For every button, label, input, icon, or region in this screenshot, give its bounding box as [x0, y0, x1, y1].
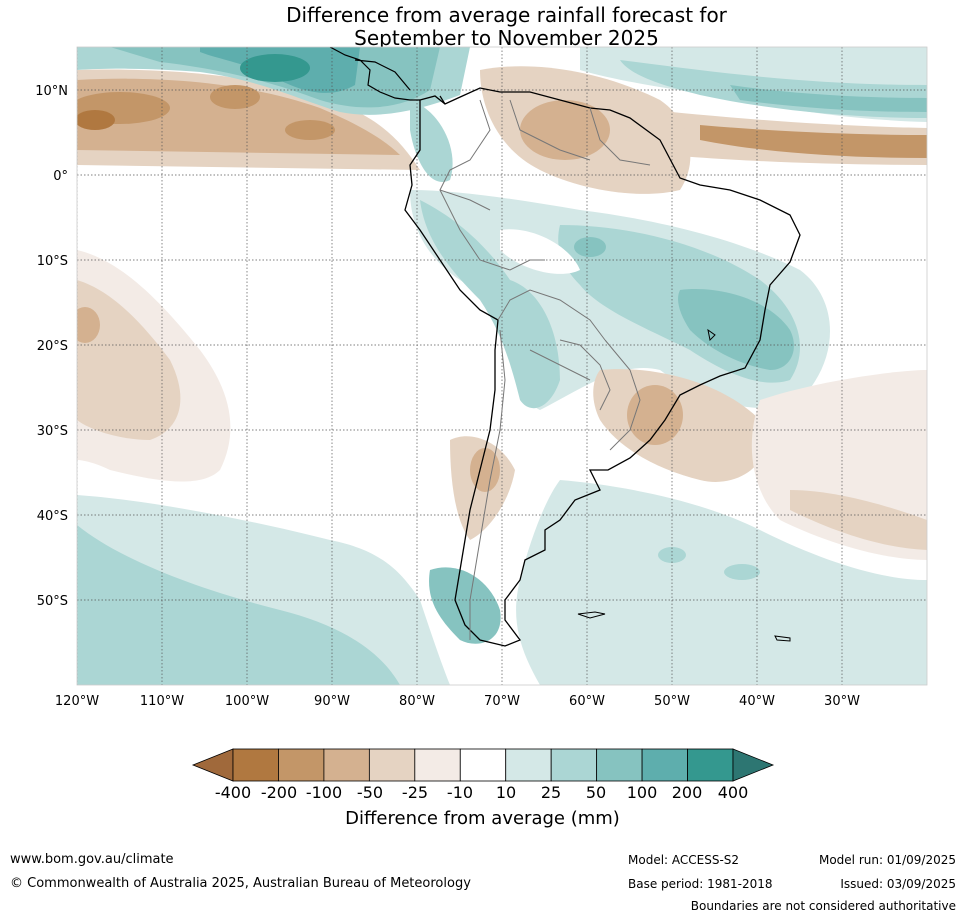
lon-label: 70°W: [484, 694, 520, 709]
wet-sa-patch-2: [724, 564, 760, 580]
lon-label: 100°W: [225, 694, 269, 709]
lon-label: 110°W: [140, 694, 184, 709]
colorbar-arrow-left: [191, 748, 234, 782]
colorbar-tick: 25: [541, 783, 561, 802]
colorbar-swatch: [414, 748, 461, 782]
south-america-coastline: [404, 87, 801, 647]
lon-label: 50°W: [654, 694, 690, 709]
lon-label: 30°W: [824, 694, 860, 709]
footer-copyright: © Commonwealth of Australia 2025, Austra…: [10, 876, 471, 891]
islands: [577, 328, 791, 642]
colorbar-tick: 100: [627, 783, 658, 802]
colorbar-tick: 10: [496, 783, 516, 802]
colorbar-swatch: [278, 748, 325, 782]
dry-band-atlantic-2: [700, 125, 927, 158]
colorbar-swatch: [232, 748, 279, 782]
colorbar-tick: 400: [718, 783, 749, 802]
longitude-labels: 120°W 110°W 100°W 90°W 80°W 70°W 60°W 50…: [55, 694, 860, 709]
wet-brazil-4: [574, 237, 606, 257]
map-frame: [76, 46, 928, 686]
footer-disclaimer: Boundaries are not considered authoritat…: [690, 899, 956, 913]
colorbar-tick: 50: [586, 783, 606, 802]
lat-label: 30°S: [37, 424, 68, 439]
lat-label: 10°S: [37, 254, 68, 269]
latitude-labels: 10°N 0° 10°S 20°S 30°S 40°S 50°S: [35, 84, 68, 609]
colorbar-tick: -400: [215, 783, 251, 802]
map-title-line2: September to November 2025: [354, 26, 659, 50]
colorbar-title: Difference from average (mm): [345, 808, 620, 829]
anomaly-field: [77, 47, 927, 685]
wet-patagonia: [429, 567, 501, 644]
colorbar-swatch: [459, 748, 507, 782]
footer-model: Model: ACCESS-S2: [628, 853, 740, 867]
footer-base-period: Base period: 1981-2018: [628, 877, 773, 891]
dry-south-pacific-2: [77, 280, 181, 440]
wet-band-atlantic-3: [730, 85, 927, 112]
footer-model-run: Model run: 01/09/2025: [818, 853, 956, 867]
lat-label: 0°: [53, 169, 68, 184]
colorbar-swatch: [687, 748, 734, 782]
lat-label: 20°S: [37, 339, 68, 354]
central-america-coastline: [329, 47, 446, 105]
lat-label: 10°N: [35, 84, 68, 99]
colorbar-tick: 200: [672, 783, 703, 802]
lon-label: 60°W: [569, 694, 605, 709]
lat-label: 50°S: [37, 594, 68, 609]
map-title: Difference from average rainfall forecas…: [0, 4, 965, 50]
wet-core-north: [240, 54, 310, 82]
dry-brazil-interior: [500, 229, 580, 274]
dry-patch-4: [77, 110, 115, 130]
colorbar-swatch: [505, 748, 552, 782]
wet-southern-atlantic: [516, 480, 927, 685]
colorbar-swatch: [368, 748, 416, 782]
dry-nsa-core: [520, 100, 610, 160]
lon-label: 80°W: [399, 694, 435, 709]
colorbar-ticks: -400 -200 -100 -50 -25 -10 10 25 50 100 …: [215, 783, 748, 802]
wet-colombia: [410, 100, 453, 182]
footer-url: www.bom.gov.au/climate: [10, 852, 174, 867]
country-borders: [439, 99, 651, 640]
colorbar-tick: -100: [306, 783, 342, 802]
colorbar-tick: -200: [261, 783, 297, 802]
map-title-line1: Difference from average rainfall forecas…: [286, 3, 727, 27]
footer-issued: Issued: 03/09/2025: [840, 877, 956, 891]
colorbar-tick: -10: [447, 783, 473, 802]
colorbar-tick: -50: [357, 783, 383, 802]
colorbar-swatch: [323, 748, 370, 782]
colorbar-swatch: [550, 748, 598, 782]
colorbar-swatch: [596, 748, 643, 782]
dry-south-atlantic-2: [790, 490, 927, 550]
colorbar: [191, 748, 775, 782]
dry-south-pacific-3: [77, 307, 100, 343]
dry-patch-2: [210, 85, 260, 109]
lon-label: 90°W: [314, 694, 350, 709]
dry-patch-3: [285, 120, 335, 140]
lon-label: 40°W: [739, 694, 775, 709]
gridlines: [77, 47, 927, 685]
lat-label: 40°S: [37, 509, 68, 524]
wet-andes-central: [420, 200, 560, 409]
colorbar-arrow-right: [732, 748, 775, 782]
lon-label: 120°W: [55, 694, 99, 709]
wet-southern-pacific-2: [77, 525, 400, 685]
colorbar-swatch: [641, 748, 688, 782]
colorbar-tick: -25: [402, 783, 428, 802]
